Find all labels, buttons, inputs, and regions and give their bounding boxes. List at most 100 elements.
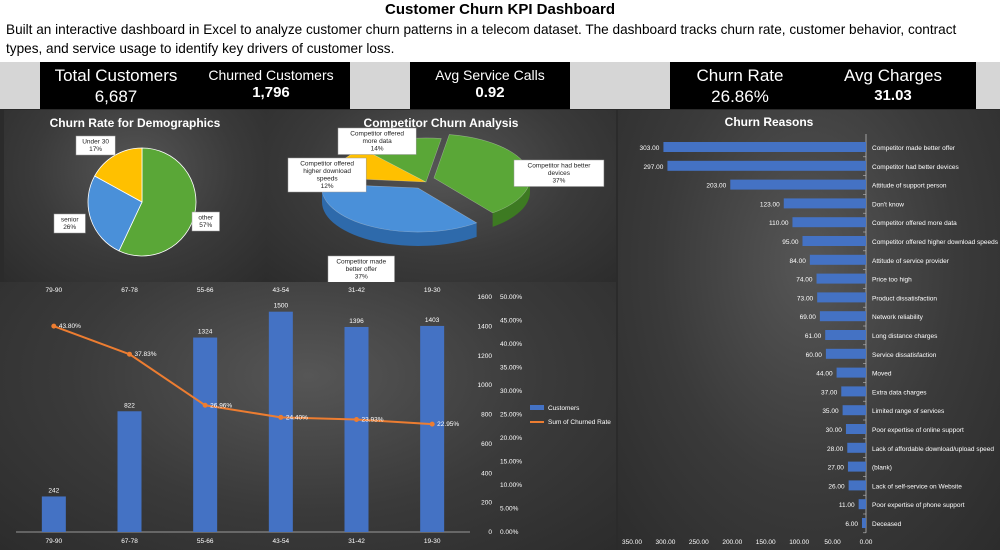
- combo-line-point: [429, 421, 435, 427]
- combo-left-tick-label: 1000: [478, 382, 493, 389]
- combo-right-tick-label: 40.00%: [500, 341, 522, 348]
- combo-left-tick-label: 200: [481, 500, 492, 507]
- hbar-bar: [783, 198, 866, 209]
- combo-right-tick-label: 25.00%: [500, 412, 522, 419]
- hbar-bar: [825, 348, 866, 359]
- pie3d-label-speeds-text: speeds: [317, 176, 339, 183]
- hbar-bar: [816, 273, 866, 284]
- kpi-value: 1,796: [252, 84, 290, 101]
- combo-line-label: 26.96%: [210, 402, 232, 409]
- pie3d-label-speeds-box: [287, 157, 367, 193]
- hbar-value-label: 61.00: [805, 333, 822, 340]
- hbar-x-tick-label: 100.00: [789, 539, 809, 546]
- combo-right-tick-label: 20.00%: [500, 435, 522, 442]
- combo-legend-bar-swatch: [530, 405, 544, 410]
- hbar-value-label: 60.00: [806, 352, 823, 359]
- combo-line-point: [127, 351, 132, 357]
- hbar-value-label: 110.00: [769, 220, 789, 227]
- combo-top-category-label: 79-90: [46, 287, 63, 294]
- hbar-category-label: Poor expertise of online support: [872, 427, 964, 434]
- hbar-category-label: (blank): [872, 465, 892, 472]
- kpi-avg-charges: Avg Charges 31.03: [810, 62, 976, 109]
- kpi-value: 0.92: [475, 84, 505, 101]
- kpi-label: Total Customers: [54, 66, 178, 85]
- hbar-value-label: 11.00: [839, 502, 855, 509]
- hbar-bar: [848, 480, 866, 491]
- demographics-pie-panel: Churn Rate for Demographics other 57% seni…: [4, 110, 266, 282]
- combo-line-point: [354, 417, 359, 423]
- combo-legend-line-label: Sum of Churned Rate: [548, 419, 611, 426]
- hbar-value-label: 6.00: [845, 521, 858, 528]
- pie-label-under-30-box: [75, 135, 116, 156]
- competitor-pie-panel: Competitor Churn Analysis Competitor had…: [266, 110, 616, 282]
- hbar-value-label: 26.00: [828, 483, 845, 490]
- combo-top-category-label: 31-42: [348, 287, 365, 294]
- age-combo-chart: 79-90 67-78 55-66 43-54 31-42 19-30 242 79-90 82…: [16, 287, 611, 545]
- kpi-avg-service-calls: Avg Service Calls 0.92: [410, 62, 570, 109]
- hbar-bar: [836, 367, 866, 378]
- pie-label-under-30-text: Under 30: [82, 139, 109, 146]
- hbar-bar: [792, 217, 866, 228]
- pie-label-senior-text: senior: [61, 217, 80, 224]
- combo-left-tick-label: 400: [481, 470, 492, 477]
- hbar-category-label: Product dissatisfaction: [872, 295, 937, 302]
- hbar-bar: [809, 254, 866, 265]
- combo-line-point: [278, 414, 284, 420]
- hbar-category-label: Competitor offered higher download speed…: [872, 239, 999, 246]
- churn-reasons-title: Churn Reasons: [724, 115, 814, 129]
- hbar-value-label: 123.00: [760, 201, 780, 208]
- hbar-bar: [817, 292, 866, 303]
- kpi-value: 31.03: [874, 87, 912, 104]
- hbar-bar: [847, 461, 866, 472]
- combo-bar-label: 1403: [425, 317, 440, 324]
- combo-bar: [41, 496, 66, 532]
- combo-bar-label: 1500: [274, 303, 289, 310]
- hbar-bar: [730, 179, 866, 190]
- hbar-value-label: 69.00: [800, 314, 817, 321]
- hbar-x-tick-label: 0.00: [860, 539, 873, 546]
- pie3d-side-1: [322, 188, 477, 246]
- hbar-category-label: Lack of affordable download/upload speed: [872, 446, 994, 453]
- combo-bar: [193, 337, 218, 532]
- hbar-bar: [845, 424, 866, 434]
- hbar-bar: [667, 160, 866, 171]
- pie3d-label-offer-text: 37%: [355, 274, 368, 281]
- hbar-bar: [858, 499, 866, 510]
- hbar-category-label: Competitor offered more data: [872, 220, 957, 227]
- competitor-pie-chart: Competitor had betterdevices37%Competito…: [287, 127, 605, 282]
- kpi-total-customers: Total Customers 6,687: [40, 62, 192, 109]
- pie3d-label-speeds-text: Competitor offered: [300, 161, 354, 168]
- combo-right-tick-label: 30.00%: [500, 388, 522, 395]
- combo-right-tick-label: 5.00%: [500, 506, 519, 513]
- dashboard-header: Customer Churn KPI Dashboard Built an in…: [0, 0, 1000, 62]
- combo-x-tick-label: 79-90: [46, 538, 63, 545]
- hbar-x-tick-label: 200.00: [722, 539, 742, 546]
- pie3d-label-more-data-text: Competitor offered: [350, 131, 404, 138]
- hbar-category-label: Limited range of services: [872, 408, 945, 415]
- kpi-label: Avg Charges: [844, 66, 942, 85]
- hbar-category-label: Service dissatisfaction: [872, 352, 937, 359]
- age-combo-panel: 79-90 67-78 55-66 43-54 31-42 19-30 242 79-90 82…: [0, 282, 616, 550]
- hbar-bar: [825, 330, 866, 340]
- combo-x-tick-label: 55-66: [197, 538, 214, 545]
- hbar-value-label: 27.00: [828, 465, 845, 472]
- combo-bar-label: 1396: [349, 318, 364, 325]
- combo-bar: [268, 311, 293, 532]
- hbar-category-label: Don't know: [872, 201, 904, 208]
- hbar-bar: [819, 311, 866, 322]
- hbar-bar: [663, 142, 866, 152]
- demographics-pie-title: Churn Rate for Demographics: [49, 116, 221, 130]
- hbar-value-label: 95.00: [782, 239, 799, 246]
- hbar-value-label: 303.00: [640, 145, 660, 152]
- hbar-x-tick-label: 50.00: [824, 539, 841, 546]
- combo-left-tick-label: 1600: [478, 294, 493, 301]
- hbar-category-label: Moved: [872, 371, 892, 378]
- combo-left-tick-label: 0: [488, 529, 492, 536]
- hbar-category-label: Long distance charges: [872, 333, 938, 340]
- hbar-bar: [841, 386, 866, 397]
- hbar-bar: [847, 442, 866, 453]
- pie3d-label-more-data-box: [337, 127, 417, 155]
- hbar-category-label: Extra data charges: [872, 389, 927, 396]
- kpi-label: Churned Customers: [208, 67, 334, 83]
- dashboard-title: Customer Churn KPI Dashboard: [384, 1, 616, 18]
